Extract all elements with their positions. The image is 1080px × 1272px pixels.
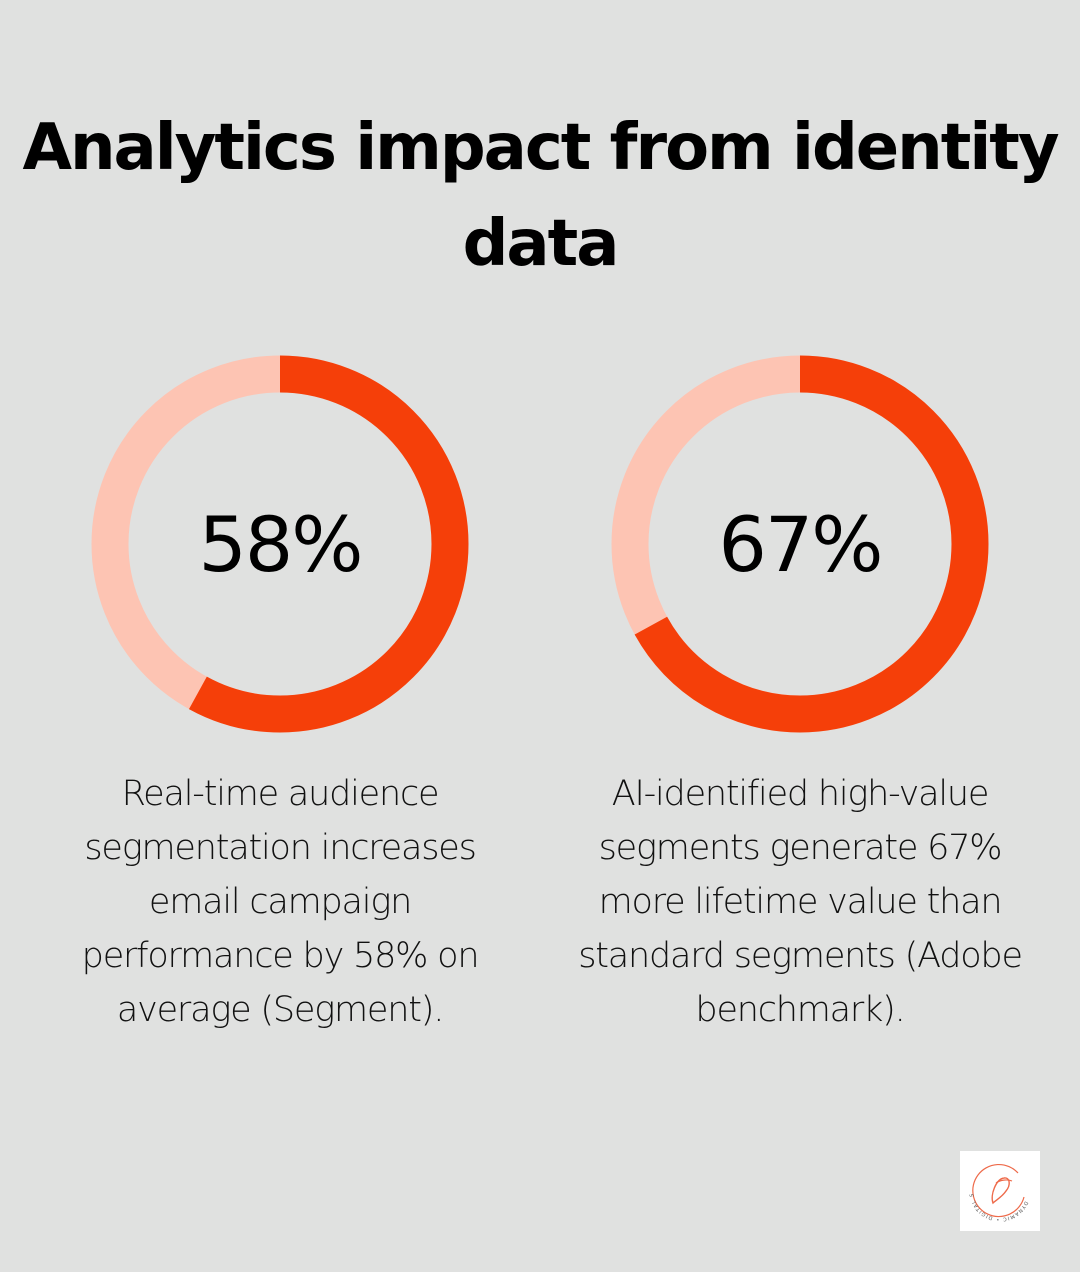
donut-chart: 67% bbox=[611, 355, 989, 733]
donut-center-value: 58% bbox=[198, 499, 364, 589]
page-title: Analytics impact from identity data bbox=[22, 111, 1059, 281]
donut-ring bbox=[611, 355, 989, 733]
donut-center-value: 67% bbox=[718, 499, 884, 589]
stat-card-67: 67% AI-identified high-value segments ge… bbox=[550, 355, 1050, 1037]
stat-description: Real-time audience segmentation increase… bbox=[81, 774, 480, 1030]
stat-card-58: 58% Real-time audience segmentation incr… bbox=[30, 355, 530, 1037]
donut-chart: 58% bbox=[91, 355, 469, 733]
company-logo: DYNAMIC • DIGITAL SOLUTIONS bbox=[957, 1147, 1040, 1231]
stat-description: AI-identified high-value segments genera… bbox=[578, 774, 1023, 1030]
donut-value-arc bbox=[91, 355, 469, 733]
donut-ring bbox=[91, 355, 469, 733]
dynamic-digital-solutions-logo-icon: DYNAMIC • DIGITAL SOLUTIONS bbox=[957, 1147, 1028, 1222]
donut-value-arc bbox=[611, 355, 989, 733]
